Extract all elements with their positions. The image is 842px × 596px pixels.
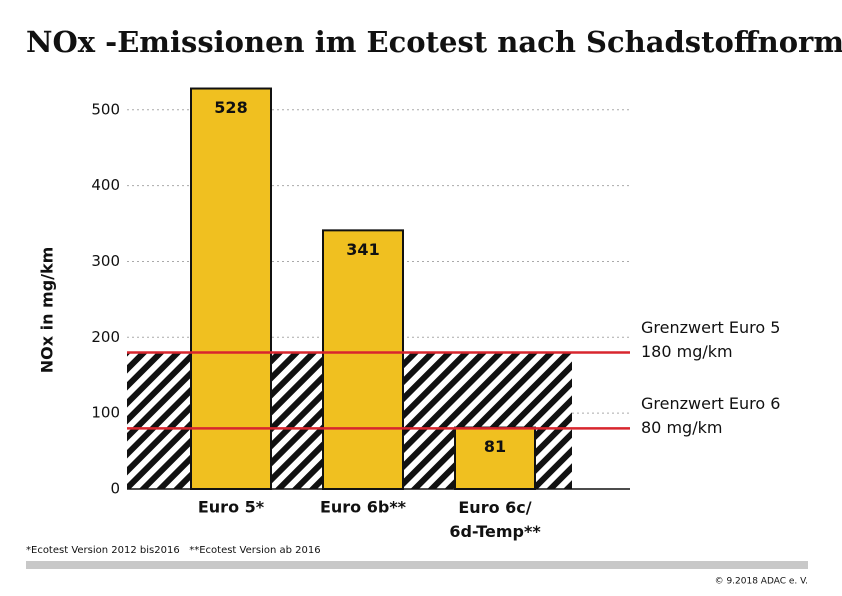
y-tick-label: 400: [91, 176, 120, 194]
value-label: 81: [484, 437, 506, 456]
bar: [454, 426, 536, 490]
x-tick-label: Euro 5*: [198, 498, 265, 517]
y-tick-label: 0: [110, 480, 120, 498]
reference-value-label: 80 mg/km: [641, 418, 722, 437]
reference-label: Grenzwert Euro 5: [641, 318, 780, 337]
y-axis-label: NOx in mg/km: [38, 247, 57, 374]
bar: [190, 87, 272, 491]
value-label: 341: [346, 240, 379, 259]
reference-label: Grenzwert Euro 6: [641, 394, 780, 413]
x-tick-label: Euro 6c/6d-Temp**: [449, 498, 541, 541]
chart-title: NOx -Emissionen im Ecotest nach Schadsto…: [26, 25, 842, 59]
y-tick-label: 100: [91, 404, 120, 422]
footnote: *Ecotest Version 2012 bis2016 **Ecotest …: [26, 545, 321, 556]
reference-value-label: 180 mg/km: [641, 342, 733, 361]
y-tick-label: 300: [91, 252, 120, 270]
bar: [322, 229, 404, 491]
y-tick-label: 500: [91, 100, 120, 118]
value-label: 528: [214, 98, 247, 117]
y-tick-label: 200: [91, 328, 120, 346]
divider: [26, 561, 808, 569]
copyright: © 9.2018 ADAC e. V.: [715, 577, 808, 587]
x-tick-label: Euro 6b**: [320, 498, 407, 517]
